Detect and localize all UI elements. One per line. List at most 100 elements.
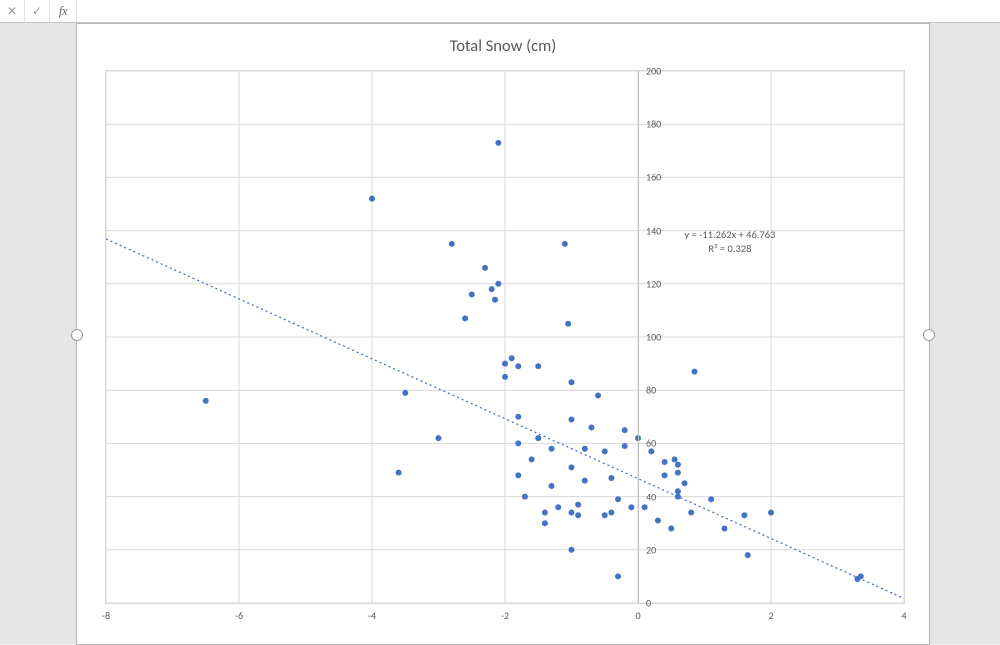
- data-point[interactable]: [675, 488, 681, 494]
- data-point[interactable]: [595, 393, 601, 399]
- worksheet-area: Total Snow (cm) 020406080100120140160180…: [0, 23, 1000, 644]
- data-point[interactable]: [668, 526, 674, 532]
- data-point[interactable]: [542, 510, 548, 516]
- y-tick-label: 120: [646, 277, 661, 290]
- data-point[interactable]: [502, 361, 508, 367]
- trendline-r2: R² = 0.328: [684, 242, 775, 256]
- data-point[interactable]: [582, 446, 588, 452]
- y-tick-label: 100: [646, 331, 661, 344]
- y-axis-line: [638, 71, 639, 603]
- data-point[interactable]: [569, 510, 575, 516]
- x-tick-label: -8: [102, 609, 110, 622]
- data-point[interactable]: [569, 416, 575, 422]
- data-point[interactable]: [608, 475, 614, 481]
- data-point[interactable]: [515, 414, 521, 420]
- data-point[interactable]: [482, 265, 488, 271]
- data-point[interactable]: [622, 443, 628, 449]
- data-point[interactable]: [721, 526, 727, 532]
- cancel-icon[interactable]: ✕: [0, 0, 25, 22]
- data-point[interactable]: [369, 196, 375, 202]
- x-tick-label: 0: [635, 609, 640, 622]
- data-point[interactable]: [602, 512, 608, 518]
- data-point[interactable]: [655, 518, 661, 524]
- data-point[interactable]: [449, 241, 455, 247]
- data-point[interactable]: [502, 374, 508, 380]
- data-point[interactable]: [688, 510, 694, 516]
- data-point[interactable]: [555, 504, 561, 510]
- data-point[interactable]: [515, 440, 521, 446]
- data-point[interactable]: [549, 446, 555, 452]
- data-point[interactable]: [615, 573, 621, 579]
- data-point[interactable]: [549, 483, 555, 489]
- data-point[interactable]: [542, 520, 548, 526]
- data-point[interactable]: [615, 496, 621, 502]
- x-tick-label: -2: [501, 609, 509, 622]
- data-point[interactable]: [396, 470, 402, 476]
- data-point[interactable]: [642, 504, 648, 510]
- y-tick-label: 20: [646, 543, 656, 556]
- trendline-equation: y = -11.262x + 46.763: [684, 228, 775, 242]
- data-point[interactable]: [462, 315, 468, 321]
- trendline-label[interactable]: y = -11.262x + 46.763R² = 0.328: [684, 228, 775, 256]
- data-point[interactable]: [708, 496, 714, 502]
- data-point[interactable]: [682, 480, 688, 486]
- data-point[interactable]: [489, 286, 495, 292]
- y-tick-label: 140: [646, 224, 661, 237]
- data-point[interactable]: [602, 448, 608, 454]
- resize-handle-left[interactable]: [71, 329, 83, 341]
- data-point[interactable]: [515, 363, 521, 369]
- data-point[interactable]: [569, 379, 575, 385]
- data-point[interactable]: [628, 504, 634, 510]
- data-point[interactable]: [495, 281, 501, 287]
- resize-handle-right[interactable]: [923, 329, 935, 341]
- x-tick-label: 2: [768, 609, 773, 622]
- data-point[interactable]: [582, 478, 588, 484]
- data-point[interactable]: [622, 427, 628, 433]
- formula-input[interactable]: [77, 0, 1000, 22]
- data-point[interactable]: [662, 459, 668, 465]
- data-point[interactable]: [569, 547, 575, 553]
- y-tick-label: 160: [646, 171, 661, 184]
- data-point[interactable]: [529, 456, 535, 462]
- data-point[interactable]: [535, 435, 541, 441]
- data-point[interactable]: [858, 573, 864, 579]
- data-point[interactable]: [768, 510, 774, 516]
- data-point[interactable]: [515, 472, 521, 478]
- data-point[interactable]: [675, 462, 681, 468]
- data-point[interactable]: [562, 241, 568, 247]
- chart-title[interactable]: Total Snow (cm): [77, 36, 929, 56]
- plot-area[interactable]: 020406080100120140160180200-8-6-4-2024y …: [105, 70, 905, 604]
- data-point[interactable]: [565, 321, 571, 327]
- data-point[interactable]: [745, 552, 751, 558]
- data-point[interactable]: [741, 512, 747, 518]
- data-point[interactable]: [436, 435, 442, 441]
- data-point[interactable]: [402, 390, 408, 396]
- data-point[interactable]: [675, 494, 681, 500]
- chart-object[interactable]: Total Snow (cm) 020406080100120140160180…: [76, 23, 930, 645]
- data-point[interactable]: [203, 398, 209, 404]
- x-tick-label: -4: [368, 609, 376, 622]
- fx-icon[interactable]: fx: [50, 0, 77, 22]
- data-point[interactable]: [495, 140, 501, 146]
- data-point[interactable]: [575, 502, 581, 508]
- data-point[interactable]: [672, 456, 678, 462]
- data-point[interactable]: [675, 470, 681, 476]
- x-tick-label: -6: [235, 609, 243, 622]
- data-point[interactable]: [509, 355, 515, 361]
- y-tick-label: 40: [646, 490, 656, 503]
- data-point[interactable]: [588, 424, 594, 430]
- data-point[interactable]: [569, 464, 575, 470]
- data-point[interactable]: [692, 369, 698, 375]
- y-tick-label: 200: [646, 65, 661, 78]
- data-point[interactable]: [662, 472, 668, 478]
- y-tick-label: 60: [646, 437, 656, 450]
- data-point[interactable]: [469, 291, 475, 297]
- data-point[interactable]: [608, 510, 614, 516]
- data-point[interactable]: [535, 363, 541, 369]
- confirm-icon[interactable]: ✓: [25, 0, 50, 22]
- data-point[interactable]: [492, 297, 498, 303]
- data-point[interactable]: [522, 494, 528, 500]
- y-tick-label: 180: [646, 118, 661, 131]
- data-point[interactable]: [575, 512, 581, 518]
- x-tick-label: 4: [901, 609, 906, 622]
